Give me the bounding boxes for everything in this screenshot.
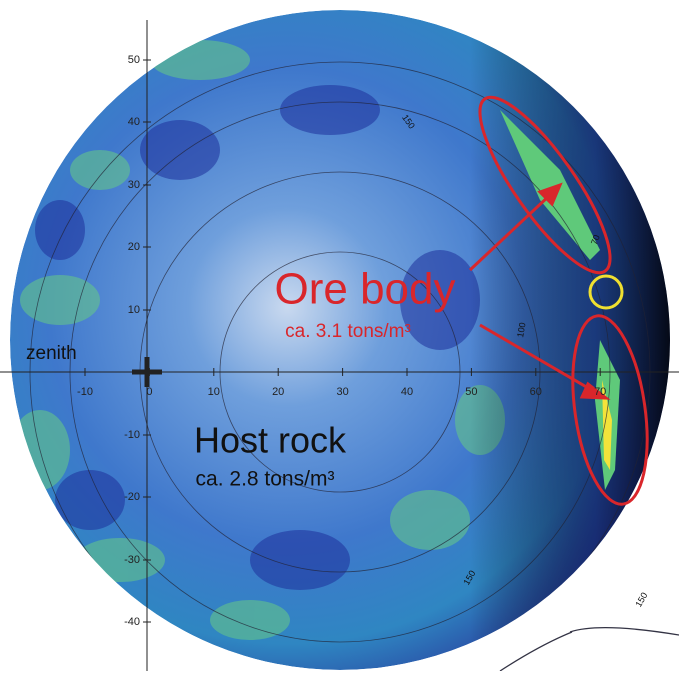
- x-tick-label: 60: [530, 386, 542, 398]
- contour-label: 150: [633, 591, 649, 609]
- zenith-label: zenith: [26, 343, 77, 364]
- host-title: Host rock: [194, 420, 347, 461]
- x-tick-label: 30: [336, 386, 348, 398]
- x-tick-label: 40: [401, 386, 413, 398]
- x-tick-label: 70: [594, 386, 606, 398]
- host-density: ca. 2.8 tons/m³: [196, 468, 335, 491]
- x-tick-label: 0: [146, 386, 152, 398]
- x-tick-label: 50: [465, 386, 477, 398]
- y-tick-label: 40: [128, 116, 140, 128]
- y-tick-label: -40: [124, 616, 140, 628]
- callout-outline: [499, 627, 679, 672]
- ore-title: Ore body: [275, 265, 456, 314]
- x-tick-label: 20: [272, 386, 284, 398]
- contour-label: 100: [515, 322, 527, 339]
- y-tick-label: -20: [124, 491, 140, 503]
- arrows: [468, 182, 611, 400]
- density-map: [10, 10, 670, 670]
- x-tick-label: -10: [77, 386, 93, 398]
- x-tick-label: 10: [208, 386, 220, 398]
- ore-ellipse: [571, 314, 649, 506]
- zenith-cross: [132, 357, 162, 387]
- y-tick-label: 50: [128, 54, 140, 66]
- marker-circle: [588, 274, 624, 310]
- y-tick-label: 20: [128, 241, 140, 253]
- y-tick-label: 30: [128, 179, 140, 191]
- contour-label: 70: [589, 233, 602, 246]
- y-tick-label: -30: [124, 554, 140, 566]
- y-tick-label: 10: [128, 304, 140, 316]
- ore-density: ca. 3.1 tons/m³: [285, 321, 411, 342]
- y-tick-label: -10: [124, 429, 140, 441]
- ore-ellipse: [478, 95, 612, 275]
